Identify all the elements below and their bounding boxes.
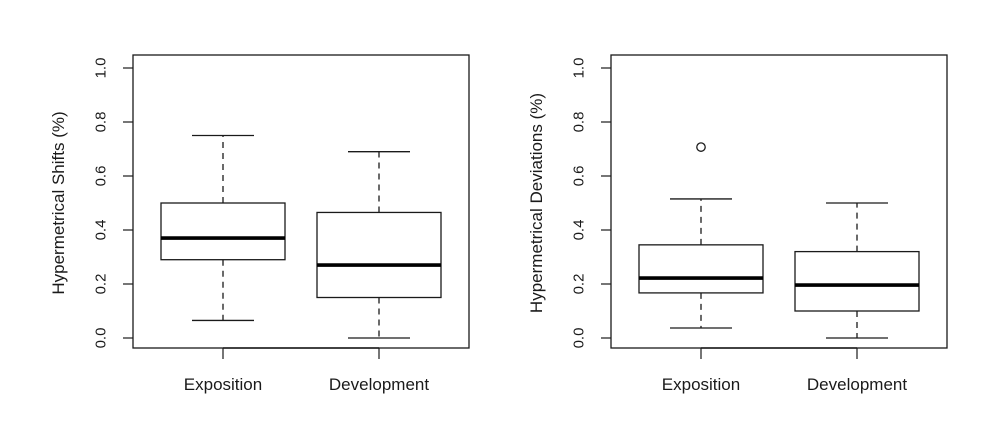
outlier-point bbox=[696, 142, 706, 152]
y-tick-label: 0.8 bbox=[92, 112, 109, 133]
iqr-box bbox=[638, 244, 764, 294]
y-tick-label: 1.0 bbox=[92, 58, 109, 79]
x-tick-label-exposition: Exposition bbox=[662, 375, 740, 394]
box-development bbox=[316, 151, 442, 339]
y-tick-label: 0.6 bbox=[92, 166, 109, 187]
x-axis: Exposition Development bbox=[184, 347, 429, 394]
y-tick-label: 0.0 bbox=[92, 328, 109, 349]
y-tick-label: 1.0 bbox=[570, 58, 587, 79]
y-tick-label: 0.2 bbox=[570, 274, 587, 295]
x-axis: Exposition Development bbox=[662, 347, 907, 394]
y-tick-label: 0.6 bbox=[570, 166, 587, 187]
y-tick-label: 0.4 bbox=[92, 220, 109, 241]
y-axis: 0.0 0.2 0.4 0.6 0.8 1.0 bbox=[92, 58, 133, 349]
panel-hypermetrical-shifts: 0.0 0.2 0.4 0.6 0.8 1.0 Hypermetrical Shifts (… bbox=[49, 54, 470, 394]
x-tick-label-development: Development bbox=[807, 375, 907, 394]
box-development bbox=[794, 202, 920, 339]
box-exposition bbox=[160, 134, 286, 322]
y-tick-label: 0.8 bbox=[570, 112, 587, 133]
iqr-box bbox=[160, 202, 286, 261]
panel-hypermetrical-deviations: 0.0 0.2 0.4 0.6 0.8 1.0 Hypermetrical Deviatio… bbox=[527, 54, 948, 394]
y-axis-title: Hypermetrical Shifts (%) bbox=[49, 111, 68, 294]
y-tick-label: 0.2 bbox=[92, 274, 109, 295]
box-exposition bbox=[638, 142, 764, 329]
y-axis: 0.0 0.2 0.4 0.6 0.8 1.0 bbox=[570, 58, 611, 349]
plot-frame bbox=[132, 54, 470, 349]
iqr-box bbox=[316, 211, 442, 299]
y-tick-label: 0.4 bbox=[570, 220, 587, 241]
y-tick-label: 0.0 bbox=[570, 328, 587, 349]
x-tick-label-exposition: Exposition bbox=[184, 375, 262, 394]
y-axis-title: Hypermetrical Deviations (%) bbox=[527, 93, 546, 313]
x-tick-label-development: Development bbox=[329, 375, 429, 394]
iqr-box bbox=[794, 250, 920, 312]
